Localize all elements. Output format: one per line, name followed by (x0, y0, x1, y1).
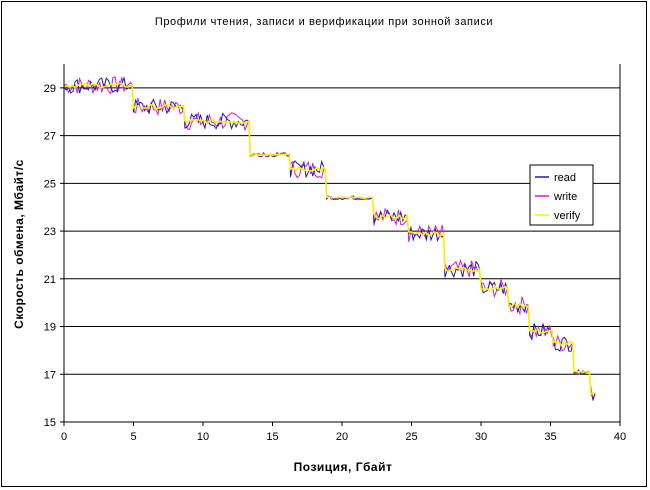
x-tick-labels: 0 5 10 15 20 25 30 35 40 (61, 422, 626, 443)
y-tick-label-29: 29 (44, 83, 56, 95)
y-tick-label-17: 17 (44, 369, 56, 381)
series-line-write (63, 76, 596, 401)
legend-label-write: write (553, 191, 577, 203)
x-tick-label-0: 0 (61, 431, 67, 443)
series-line-read (63, 76, 596, 402)
legend-label-read: read (554, 172, 576, 184)
series-line-verify (63, 82, 596, 396)
y-tick-label-15: 15 (44, 417, 56, 429)
y-tick-label-23: 23 (44, 226, 56, 238)
x-tick-label-25: 25 (405, 431, 417, 443)
x-tick-label-30: 30 (475, 431, 487, 443)
y-tick-label-21: 21 (44, 274, 56, 286)
series-lines (63, 76, 596, 402)
y-tick-label-25: 25 (44, 178, 56, 190)
legend-label-verify: verify (554, 210, 581, 222)
chart-title: Профили чтения, записи и верификации при… (155, 16, 493, 28)
y-tick-label-19: 19 (44, 322, 56, 334)
x-tick-label-35: 35 (544, 431, 556, 443)
x-tick-label-5: 5 (130, 431, 136, 443)
grid-lines (64, 87, 620, 375)
legend: read write verify (529, 164, 594, 226)
x-tick-label-10: 10 (197, 431, 209, 443)
y-axis-title: Скорость обмена, Мбайт/с (12, 159, 26, 329)
x-tick-label-20: 20 (336, 431, 348, 443)
x-tick-label-15: 15 (266, 431, 278, 443)
x-axis-title: Позиция, Гбайт (294, 460, 393, 474)
y-tick-labels: 15 17 19 21 23 25 27 29 (44, 83, 64, 429)
y-tick-label-27: 27 (44, 131, 56, 143)
x-tick-label-40: 40 (614, 431, 626, 443)
